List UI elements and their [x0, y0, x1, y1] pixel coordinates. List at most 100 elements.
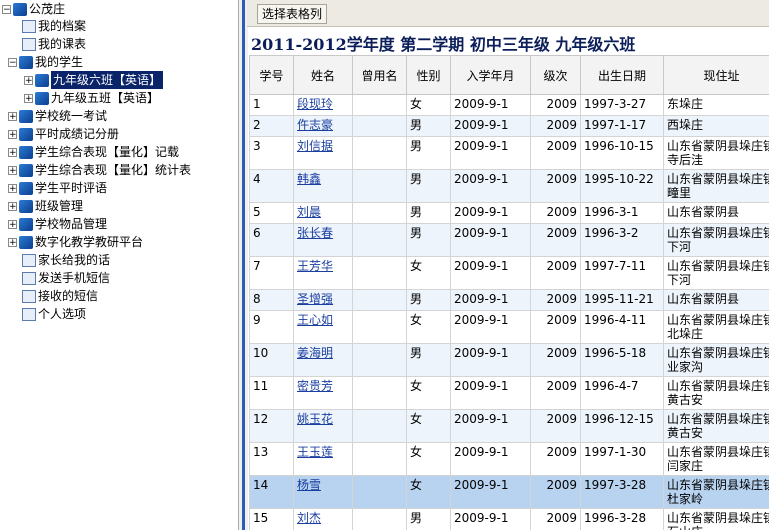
tree-node[interactable]: − 我的学生	[8, 55, 84, 69]
node-label[interactable]: 学校物品管理	[35, 217, 108, 231]
node-label[interactable]: 我的档案	[38, 19, 87, 33]
table-row[interactable]: 14 杨雪 女 2009-9-1 2009 1997-3-28 山东省蒙阴县垛庄镇杜家岭	[249, 475, 769, 509]
node-label[interactable]: 个人选项	[38, 307, 87, 321]
student-link[interactable]: 刘晨	[297, 205, 322, 219]
tree-node[interactable]: 家长给我的话	[22, 251, 110, 269]
tree-node[interactable]: 我的档案	[22, 17, 86, 35]
student-link[interactable]: 刘信据	[297, 139, 334, 153]
table-cell: 1997-3-27	[580, 94, 664, 116]
student-link[interactable]: 圣增强	[297, 292, 334, 306]
table-cell	[352, 115, 407, 137]
table-row[interactable]: 7 王芳华 女 2009-9-1 2009 1997-7-11 山东省蒙阴县垛庄镇下河	[249, 256, 769, 290]
expander[interactable]: +	[8, 111, 17, 122]
node-label[interactable]: 学生综合表现【量化】记载	[35, 145, 180, 159]
node-label[interactable]: 公茂庄	[29, 2, 66, 16]
node-label[interactable]: 发送手机短信	[38, 271, 111, 285]
student-link[interactable]: 仵志豪	[297, 118, 334, 132]
tab[interactable]: 选择表格列	[257, 4, 328, 24]
student-link[interactable]: 刘杰	[297, 511, 322, 525]
table-row[interactable]: 11 密贵芳 女 2009-9-1 2009 1996-4-7 山东省蒙阴县垛庄镇黄古安	[249, 376, 769, 410]
column-header[interactable]: 现住址	[663, 55, 769, 95]
table-row[interactable]: 6 张长春 男 2009-9-1 2009 1996-3-2 山东省蒙阴县垛庄镇下河	[249, 223, 769, 257]
student-link[interactable]: 王芳华	[297, 259, 334, 273]
node-label[interactable]: 接收的短信	[38, 289, 99, 303]
student-link[interactable]: 段现玲	[297, 97, 334, 111]
node-label[interactable]: 学校统一考试	[35, 109, 108, 123]
tree-node[interactable]: + 九年级五班【英语】	[24, 91, 160, 105]
student-link[interactable]: 王心如	[297, 313, 334, 327]
splitter[interactable]	[238, 0, 248, 530]
student-link[interactable]: 姜海明	[297, 346, 334, 360]
table-cell: 2009-9-1	[450, 508, 531, 530]
column-header[interactable]: 级次	[530, 55, 581, 95]
table-row[interactable]: 9 王心如 女 2009-9-1 2009 1996-4-11 山东省蒙阴县垛庄镇北垛庄	[249, 310, 769, 344]
table-cell: 2009	[530, 409, 581, 443]
tree-node[interactable]: + 学生平时评语	[8, 179, 107, 197]
expander[interactable]: +	[8, 165, 17, 176]
column-header[interactable]: 性别	[406, 55, 451, 95]
tree-node[interactable]: + 学校物品管理	[8, 215, 107, 233]
table-cell: 张长春	[293, 223, 353, 257]
table-cell: 6	[249, 223, 294, 257]
node-label[interactable]: 我的课表	[38, 37, 87, 51]
student-link[interactable]: 姚玉花	[297, 412, 334, 426]
table-cell: 山东省蒙阴县垛庄镇下河	[663, 256, 769, 290]
expander[interactable]: +	[8, 201, 17, 212]
table-cell: 1997-7-11	[580, 256, 664, 290]
table-cell	[352, 94, 407, 116]
student-link[interactable]: 密贵芳	[297, 379, 334, 393]
column-header[interactable]: 入学年月	[450, 55, 531, 95]
tree-node[interactable]: + 平时成绩记分册	[8, 125, 119, 143]
node-label[interactable]: 学生平时评语	[35, 181, 108, 195]
tree-node[interactable]: 我的课表	[22, 35, 86, 53]
expander[interactable]: +	[8, 219, 17, 230]
node-label[interactable]: 数字化教学教研平台	[35, 235, 144, 249]
table-cell: 男	[406, 202, 451, 224]
node-label[interactable]: 学生综合表现【量化】统计表	[35, 163, 192, 177]
table-cell: 韩鑫	[293, 169, 353, 203]
node-label[interactable]: 九年级五班【英语】	[51, 91, 160, 105]
table-cell: 2009	[530, 310, 581, 344]
tree-node[interactable]: + 学生综合表现【量化】记载	[8, 143, 179, 161]
student-link[interactable]: 韩鑫	[297, 172, 322, 186]
tree-node[interactable]: − 公茂庄	[2, 2, 66, 16]
student-link[interactable]: 杨雪	[297, 478, 322, 492]
tree-node[interactable]: + 学校统一考试	[8, 107, 107, 125]
expander[interactable]: +	[8, 183, 17, 194]
node-label[interactable]: 九年级六班【英语】	[51, 71, 164, 89]
table-row[interactable]: 1 段现玲 女 2009-9-1 2009 1997-3-27 东垛庄	[249, 94, 769, 116]
column-header[interactable]: 曾用名	[352, 55, 407, 95]
student-link[interactable]: 王玉莲	[297, 445, 334, 459]
table-cell: 2009	[530, 442, 581, 476]
node-label[interactable]: 平时成绩记分册	[35, 127, 120, 141]
table-row[interactable]: 5 刘晨 男 2009-9-1 2009 1996-3-1 山东省蒙阴县	[249, 202, 769, 224]
tree-node[interactable]: + 班级管理	[8, 197, 83, 215]
tree-node[interactable]: + 数字化教学教研平台	[8, 233, 143, 251]
table-row[interactable]: 8 圣增强 男 2009-9-1 2009 1995-11-21 山东省蒙阴县	[249, 289, 769, 311]
table-cell: 女	[406, 475, 451, 509]
table-cell	[352, 256, 407, 290]
table-row[interactable]: 4 韩鑫 男 2009-9-1 2009 1995-10-22 山东省蒙阴县垛庄镇疃里	[249, 169, 769, 203]
expander[interactable]: +	[8, 147, 17, 158]
expander[interactable]: +	[8, 129, 17, 140]
node-label[interactable]: 家长给我的话	[38, 253, 111, 267]
column-header[interactable]: 姓名	[293, 55, 353, 95]
table-row[interactable]: 13 王玉莲 女 2009-9-1 2009 1997-1-30 山东省蒙阴县垛庄镇闫家庄	[249, 442, 769, 476]
tree-node[interactable]: 接收的短信	[22, 287, 98, 305]
tree-node[interactable]: + 学生综合表现【量化】统计表	[8, 161, 191, 179]
node-label[interactable]: 我的学生	[35, 55, 84, 69]
tree-node[interactable]: + 九年级六班【英语】	[24, 71, 164, 89]
column-header[interactable]: 出生日期	[580, 55, 664, 95]
node-label[interactable]: 班级管理	[35, 199, 84, 213]
tree-node[interactable]: 发送手机短信	[22, 269, 110, 287]
column-header[interactable]: 学号	[249, 55, 294, 95]
expander[interactable]: +	[8, 237, 17, 248]
tree-node[interactable]: 个人选项	[22, 305, 86, 323]
table-row[interactable]: 2 仵志豪 男 2009-9-1 2009 1997-1-17 西垛庄	[249, 115, 769, 137]
table-row[interactable]: 3 刘信据 男 2009-9-1 2009 1996-10-15 山东省蒙阴县垛庄镇寺后洼	[249, 136, 769, 170]
table-row[interactable]: 12 姚玉花 女 2009-9-1 2009 1996-12-15 山东省蒙阴县垛庄镇黄古安	[249, 409, 769, 443]
student-link[interactable]: 张长春	[297, 226, 334, 240]
table-row[interactable]: 10 姜海明 男 2009-9-1 2009 1996-5-18 山东省蒙阴县垛庄镇业家沟	[249, 343, 769, 377]
table-cell: 5	[249, 202, 294, 224]
